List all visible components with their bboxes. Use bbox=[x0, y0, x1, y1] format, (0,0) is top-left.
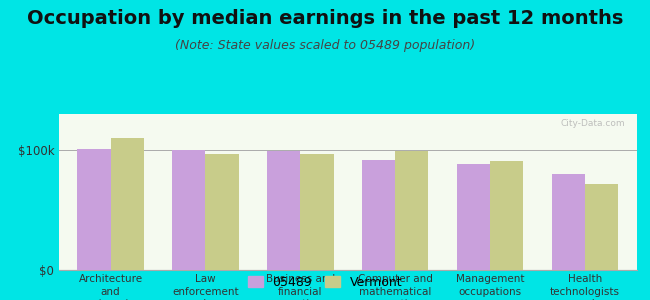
Bar bbox=[267, 151, 300, 270]
Bar bbox=[457, 164, 490, 270]
Text: City-Data.com: City-Data.com bbox=[561, 119, 625, 128]
Bar bbox=[585, 184, 618, 270]
Bar bbox=[111, 138, 144, 270]
Text: (Note: State values scaled to 05489 population): (Note: State values scaled to 05489 popu… bbox=[175, 39, 475, 52]
Text: Occupation by median earnings in the past 12 months: Occupation by median earnings in the pas… bbox=[27, 9, 623, 28]
Bar bbox=[395, 151, 428, 270]
Bar bbox=[300, 154, 333, 270]
Bar bbox=[552, 174, 585, 270]
Bar bbox=[490, 161, 523, 270]
Bar bbox=[172, 150, 205, 270]
Bar bbox=[205, 154, 239, 270]
Legend: 05489, Vermont: 05489, Vermont bbox=[242, 271, 408, 294]
Bar bbox=[362, 160, 395, 270]
Bar bbox=[77, 149, 110, 270]
